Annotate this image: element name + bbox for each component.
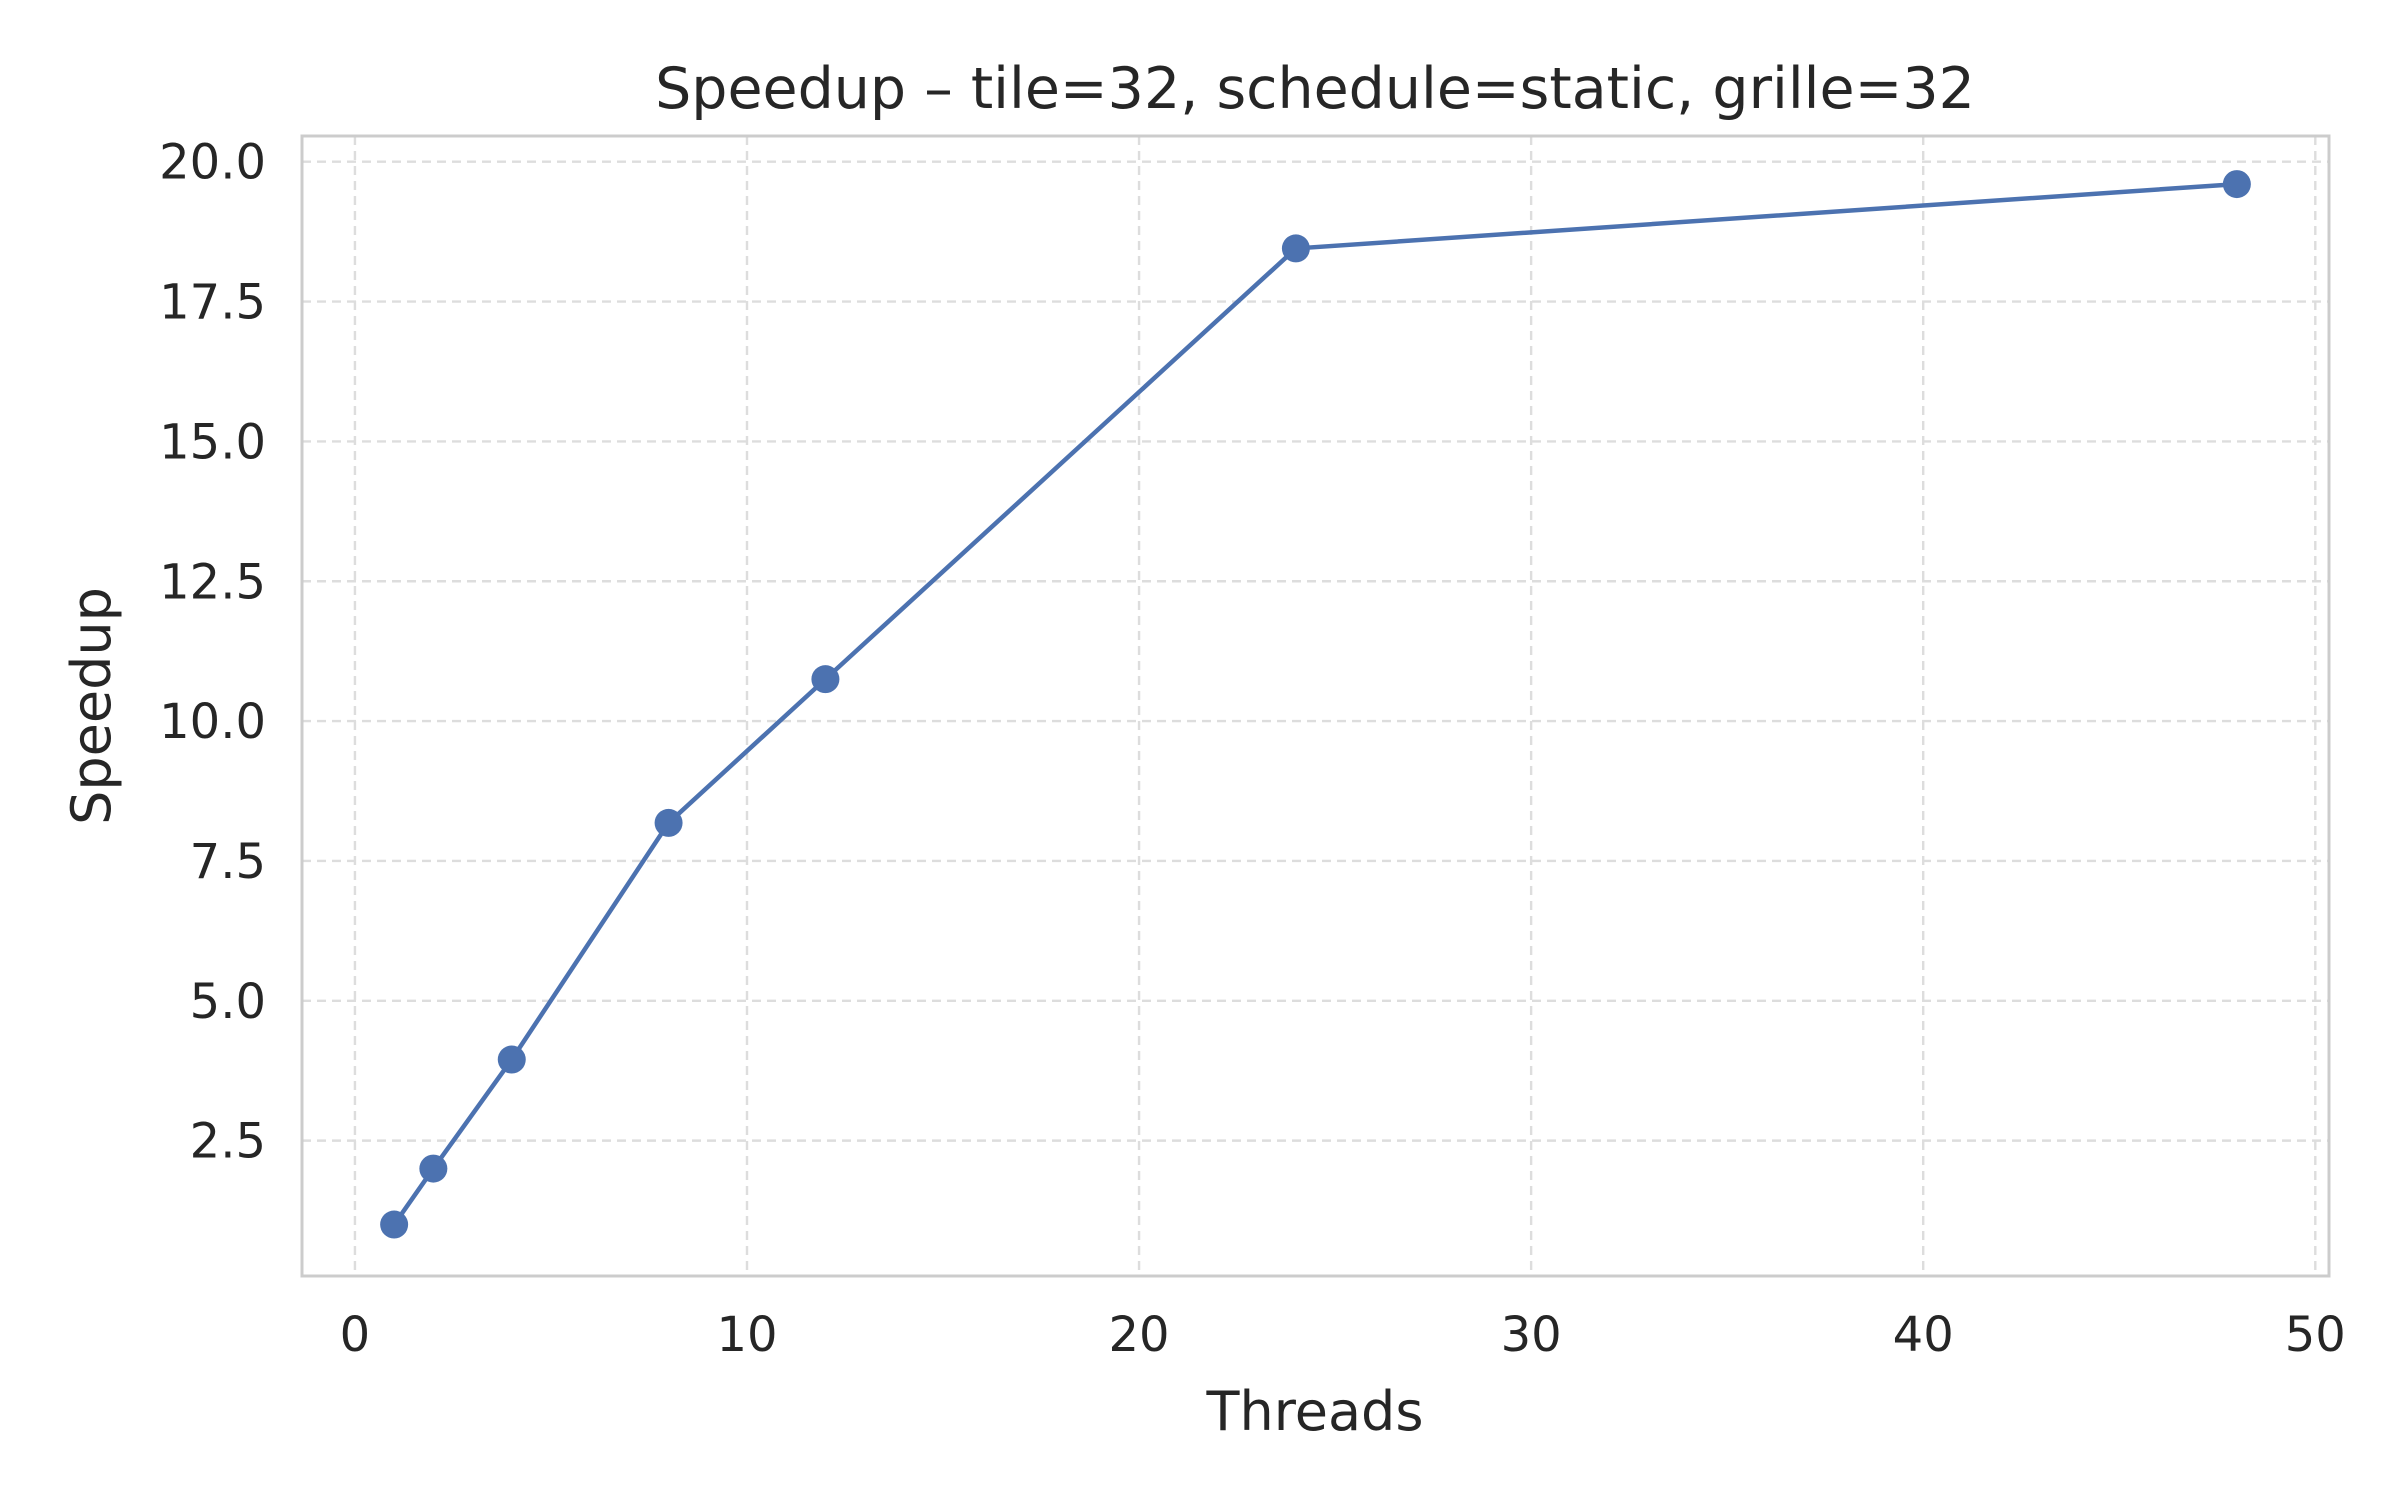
y-axis-title: Speedup — [60, 587, 123, 825]
y-axis-ticks: 2.5 5.0 7.5 10.0 12.5 15.0 17.5 20.0 — [159, 135, 266, 1170]
x-tick-label: 50 — [2285, 1307, 2346, 1363]
data-point — [419, 1154, 448, 1183]
y-tick-label: 17.5 — [159, 275, 266, 331]
x-tick-label: 0 — [340, 1307, 371, 1363]
data-point — [497, 1045, 526, 1074]
x-axis-title: Threads — [1206, 1380, 1424, 1443]
series-layer — [380, 170, 2251, 1239]
chart-title: Speedup – tile=32, schedule=static, gril… — [655, 56, 1975, 122]
data-point — [2222, 170, 2251, 199]
series-line — [391, 181, 2240, 1227]
data-point — [811, 665, 840, 694]
y-tick-label: 5.0 — [190, 974, 266, 1030]
plot-area-frame — [300, 134, 2331, 1278]
y-tick-label: 12.5 — [159, 554, 266, 610]
data-point — [1281, 234, 1310, 263]
y-tick-label: 10.0 — [159, 694, 266, 750]
y-tick-label: 15.0 — [159, 414, 266, 470]
y-tick-label: 2.5 — [190, 1114, 266, 1170]
data-point — [380, 1210, 409, 1239]
x-tick-label: 20 — [1109, 1307, 1170, 1363]
y-tick-label: 20.0 — [159, 135, 266, 191]
y-tick-label: 7.5 — [190, 834, 266, 890]
x-tick-label: 40 — [1893, 1307, 1954, 1363]
x-tick-label: 10 — [716, 1307, 777, 1363]
x-tick-label: 30 — [1501, 1307, 1562, 1363]
x-axis-ticks: 0 10 20 30 40 50 — [340, 1307, 2346, 1363]
grid-lines — [302, 136, 2329, 1276]
data-point — [654, 808, 683, 837]
